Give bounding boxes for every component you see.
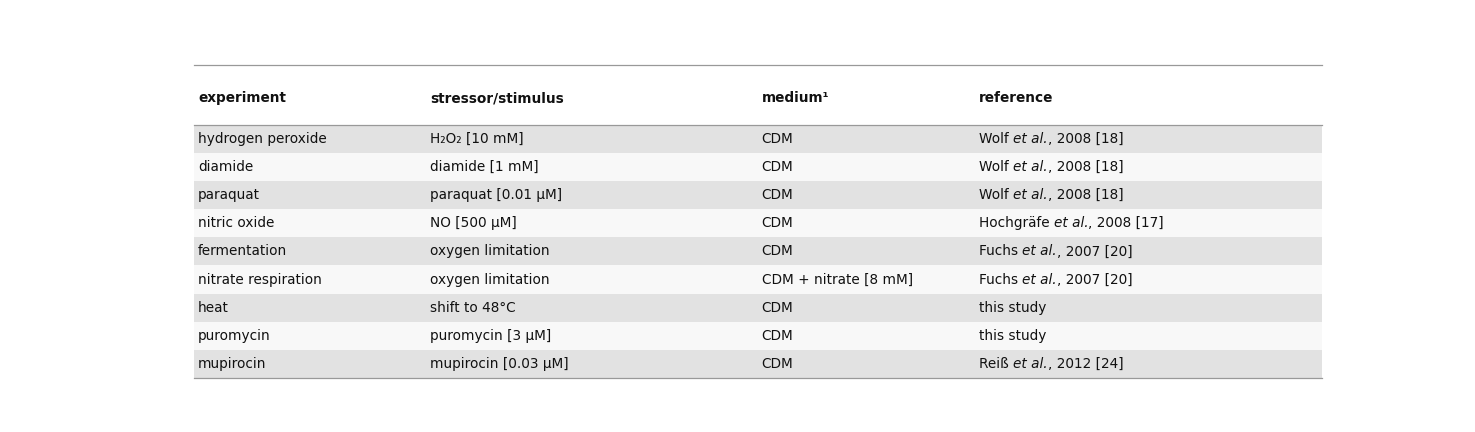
- Text: CDM: CDM: [761, 357, 794, 371]
- Text: CDM: CDM: [761, 160, 794, 174]
- Text: , 2008 [18]: , 2008 [18]: [1047, 160, 1124, 174]
- Text: diamide: diamide: [198, 160, 254, 174]
- Text: reference: reference: [979, 92, 1053, 105]
- Text: stressor/stimulus: stressor/stimulus: [431, 92, 563, 105]
- Text: CDM: CDM: [761, 329, 794, 343]
- Text: H₂O₂ [10 mM]: H₂O₂ [10 mM]: [431, 132, 524, 146]
- Text: , 2012 [24]: , 2012 [24]: [1047, 357, 1124, 371]
- Text: Fuchs: Fuchs: [979, 245, 1022, 258]
- Text: et al.: et al.: [1022, 245, 1058, 258]
- Text: experiment: experiment: [198, 92, 286, 105]
- Text: heat: heat: [198, 301, 229, 314]
- Text: NO [500 μM]: NO [500 μM]: [431, 216, 516, 230]
- Text: CDM: CDM: [761, 301, 794, 314]
- Text: oxygen limitation: oxygen limitation: [431, 245, 550, 258]
- Bar: [193, 181, 1322, 209]
- Bar: [193, 266, 1322, 294]
- Bar: [193, 237, 1322, 266]
- Text: paraquat [0.01 μM]: paraquat [0.01 μM]: [431, 188, 562, 202]
- Text: et al.: et al.: [1053, 216, 1089, 230]
- Text: CDM + nitrate [8 mM]: CDM + nitrate [8 mM]: [761, 273, 913, 286]
- Text: , 2007 [20]: , 2007 [20]: [1058, 273, 1133, 286]
- Text: et al.: et al.: [1013, 357, 1047, 371]
- Bar: [193, 294, 1322, 322]
- Text: Wolf: Wolf: [979, 160, 1013, 174]
- Text: this study: this study: [979, 301, 1046, 314]
- Bar: [193, 322, 1322, 350]
- Text: diamide [1 mM]: diamide [1 mM]: [431, 160, 538, 174]
- Text: mupirocin [0.03 μM]: mupirocin [0.03 μM]: [431, 357, 569, 371]
- Text: nitric oxide: nitric oxide: [198, 216, 274, 230]
- Text: mupirocin: mupirocin: [198, 357, 267, 371]
- Bar: [193, 125, 1322, 153]
- Text: paraquat: paraquat: [198, 188, 260, 202]
- Text: et al.: et al.: [1022, 273, 1058, 286]
- Text: puromycin [3 μM]: puromycin [3 μM]: [431, 329, 552, 343]
- Text: nitrate respiration: nitrate respiration: [198, 273, 322, 286]
- Text: , 2008 [18]: , 2008 [18]: [1047, 188, 1124, 202]
- Text: Hochgräfe: Hochgräfe: [979, 216, 1053, 230]
- Text: Wolf: Wolf: [979, 188, 1013, 202]
- Text: fermentation: fermentation: [198, 245, 288, 258]
- Text: , 2008 [17]: , 2008 [17]: [1089, 216, 1164, 230]
- Text: CDM: CDM: [761, 132, 794, 146]
- Text: CDM: CDM: [761, 216, 794, 230]
- Text: et al.: et al.: [1013, 188, 1047, 202]
- Text: CDM: CDM: [761, 245, 794, 258]
- Text: hydrogen peroxide: hydrogen peroxide: [198, 132, 327, 146]
- Text: , 2007 [20]: , 2007 [20]: [1058, 245, 1133, 258]
- Text: CDM: CDM: [761, 188, 794, 202]
- Bar: [193, 350, 1322, 378]
- Text: Fuchs: Fuchs: [979, 273, 1022, 286]
- Text: oxygen limitation: oxygen limitation: [431, 273, 550, 286]
- Text: Wolf: Wolf: [979, 132, 1013, 146]
- Text: Reiß: Reiß: [979, 357, 1013, 371]
- Bar: [193, 153, 1322, 181]
- Bar: [193, 209, 1322, 237]
- Text: et al.: et al.: [1013, 160, 1047, 174]
- Text: medium¹: medium¹: [761, 92, 829, 105]
- Text: puromycin: puromycin: [198, 329, 271, 343]
- Text: this study: this study: [979, 329, 1046, 343]
- Text: et al.: et al.: [1013, 132, 1047, 146]
- Text: shift to 48°C: shift to 48°C: [431, 301, 516, 314]
- Text: , 2008 [18]: , 2008 [18]: [1047, 132, 1124, 146]
